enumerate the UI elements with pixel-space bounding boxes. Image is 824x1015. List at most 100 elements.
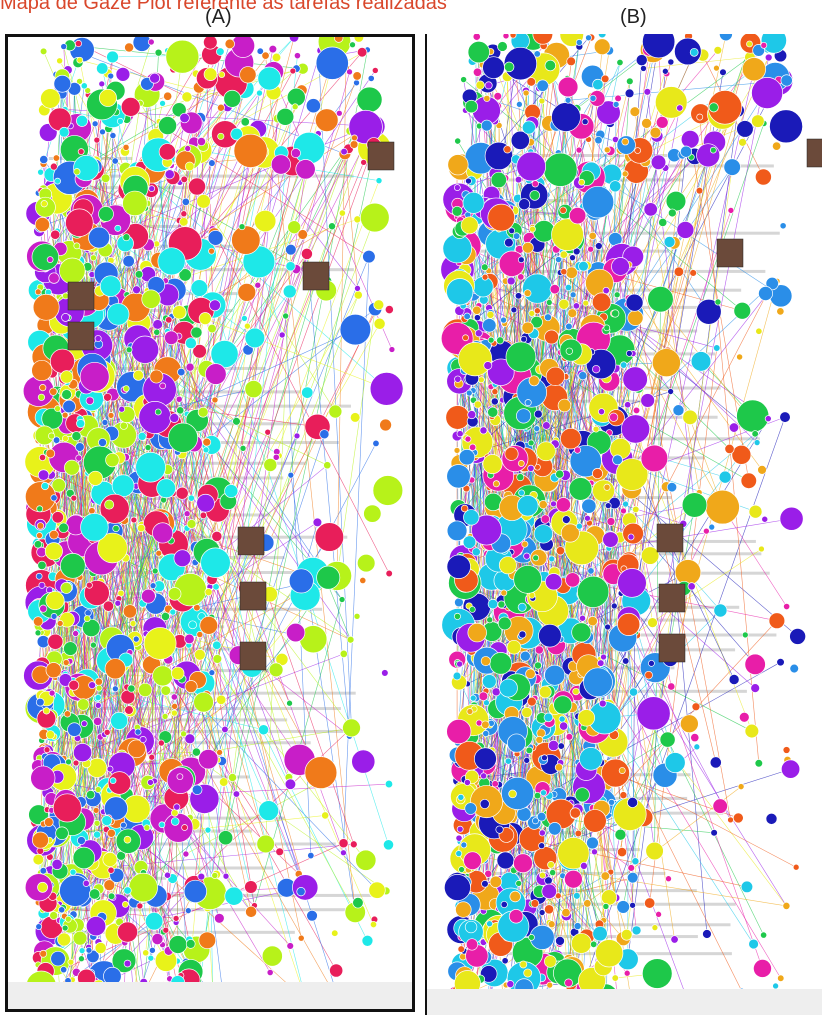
fixation-point xyxy=(497,616,512,631)
fixation-point xyxy=(287,220,302,235)
fixation-point xyxy=(558,298,570,310)
fixation-point xyxy=(230,37,256,58)
fixation-point xyxy=(196,493,215,513)
fixation-point xyxy=(504,757,512,765)
fixation-point xyxy=(533,409,543,419)
fixation-point xyxy=(491,687,501,697)
fixation-point xyxy=(504,237,514,248)
fixation-point xyxy=(611,257,630,276)
fixation-point xyxy=(61,313,70,322)
fixation-point xyxy=(148,753,156,761)
fixation-point xyxy=(647,286,674,313)
fixation-point xyxy=(528,310,536,317)
fixation-point xyxy=(590,940,598,948)
fixation-point xyxy=(597,34,607,39)
fixation-point xyxy=(586,836,599,850)
fixation-point xyxy=(270,154,291,175)
fixation-point xyxy=(498,250,526,277)
fixation-point xyxy=(233,133,268,168)
fixation-point xyxy=(489,652,513,675)
fixation-point xyxy=(659,731,676,748)
fixation-point xyxy=(620,361,628,369)
fixation-point xyxy=(631,857,640,866)
fixation-point xyxy=(632,406,641,415)
fixation-point xyxy=(45,591,65,611)
thumbnail-image xyxy=(67,321,95,351)
fixation-point xyxy=(530,315,543,329)
fixation-point xyxy=(64,915,72,923)
fixation-point xyxy=(628,687,639,697)
fixation-point xyxy=(544,955,557,968)
fixation-point xyxy=(62,292,69,300)
fixation-point xyxy=(107,866,115,874)
fixation-point xyxy=(543,712,554,723)
fixation-point xyxy=(523,756,531,764)
fixation-point xyxy=(204,588,213,597)
fixation-point xyxy=(37,469,50,481)
fixation-point xyxy=(679,714,699,734)
fixation-point xyxy=(85,790,96,800)
fixation-point xyxy=(197,406,209,418)
fixation-point xyxy=(175,486,189,500)
fixation-point xyxy=(353,79,360,87)
fixation-point xyxy=(649,126,662,139)
fixation-points xyxy=(440,34,807,1015)
fixation-point xyxy=(616,58,624,67)
fixation-point xyxy=(569,291,577,299)
fixation-point xyxy=(521,706,533,718)
fixation-point xyxy=(643,87,652,96)
fixation-point xyxy=(43,817,54,827)
fixation-point xyxy=(651,924,659,931)
fixation-point xyxy=(516,473,525,482)
fixation-point xyxy=(667,58,675,66)
fixation-point xyxy=(753,959,772,978)
fixation-point xyxy=(667,682,676,691)
fixation-point xyxy=(48,272,60,284)
fixation-point xyxy=(115,66,131,82)
fixation-point xyxy=(499,678,518,698)
fixation-point xyxy=(232,417,241,426)
fixation-point xyxy=(555,546,566,556)
fixation-point xyxy=(305,98,321,114)
fixation-point xyxy=(33,616,44,627)
fixation-point xyxy=(696,113,704,121)
fixation-point xyxy=(479,426,488,435)
fixation-point xyxy=(538,685,552,699)
fixation-point xyxy=(603,483,611,491)
fixation-point xyxy=(147,954,155,962)
fixation-point xyxy=(592,926,608,942)
fixation-point xyxy=(44,542,63,561)
fixation-point xyxy=(82,879,90,887)
fixation-point xyxy=(592,468,604,480)
fixation-point xyxy=(481,273,489,281)
fixation-point xyxy=(465,938,479,951)
fixation-point xyxy=(460,841,468,849)
fixation-point xyxy=(184,633,195,645)
fixation-point xyxy=(361,934,374,947)
fixation-point xyxy=(588,231,597,240)
fixation-point xyxy=(116,117,124,125)
fixation-point xyxy=(622,366,648,392)
fixation-point xyxy=(575,522,583,530)
fixation-point xyxy=(548,555,556,563)
fixation-point xyxy=(472,67,483,77)
fixation-point xyxy=(446,554,471,579)
fixation-point xyxy=(155,549,163,557)
fixation-point xyxy=(487,406,499,418)
fixation-point xyxy=(382,839,394,851)
fixation-point xyxy=(555,469,565,479)
fixation-point xyxy=(519,650,531,662)
fixation-point xyxy=(473,400,482,409)
fixation-point xyxy=(526,77,536,87)
fixation-point xyxy=(165,316,173,324)
fixation-point xyxy=(59,257,86,285)
fixation-point xyxy=(674,559,702,586)
fixation-point xyxy=(88,681,97,690)
fixation-point xyxy=(514,292,523,300)
fixation-point xyxy=(573,892,581,900)
fixation-point xyxy=(468,606,476,613)
fixation-point xyxy=(592,78,604,91)
fixation-point xyxy=(551,102,581,132)
fixation-point xyxy=(479,798,490,809)
fixation-point xyxy=(456,660,463,668)
